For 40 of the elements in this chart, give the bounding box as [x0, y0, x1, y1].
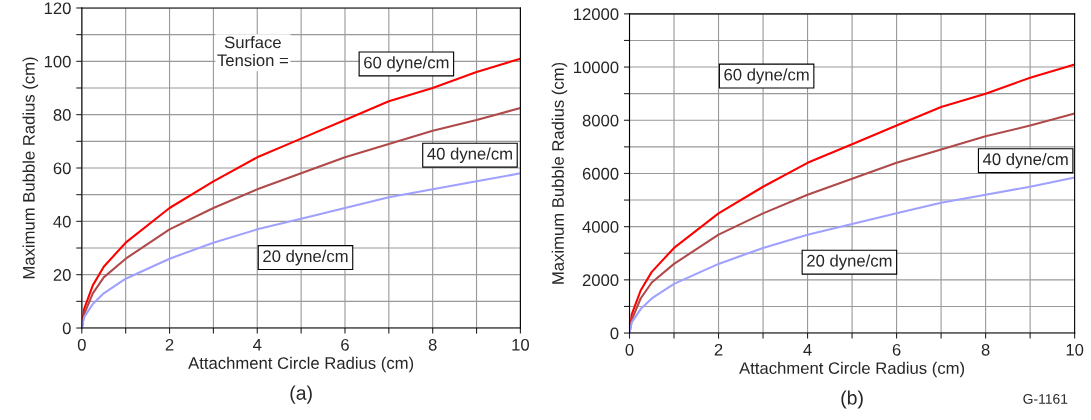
x-tick-label: 4 — [253, 339, 262, 351]
y-tick-label: 20 — [53, 269, 71, 281]
y-tick-label: 8000 — [582, 114, 619, 127]
annotation: 40 dyne/cm — [427, 147, 512, 163]
y-tick-label: 100 — [44, 55, 71, 68]
annotation: 60 dyne/cm — [724, 68, 809, 84]
text: (a) — [290, 385, 312, 404]
x-axis-title: Attachment Circle Radius (cm) — [188, 356, 414, 373]
y-tick-label: 60 — [53, 162, 71, 175]
text: G-1161 — [1023, 393, 1068, 404]
y-tick-label: 4000 — [582, 221, 619, 233]
x-tick-label: 0 — [625, 343, 634, 356]
x-tick-label: 2 — [165, 338, 174, 351]
x-tick-label: 4 — [803, 344, 812, 356]
y-tick-label: 40 — [53, 215, 71, 228]
annotation: 20 dyne/cm — [263, 249, 348, 266]
y-tick-label: 0 — [62, 322, 71, 335]
text: (b) — [841, 390, 863, 409]
x-tick-label: 2 — [714, 343, 723, 356]
x-axis-title: Attachment Circle Radius (cm) — [739, 361, 965, 378]
annotation: Surface Tension = — [217, 36, 288, 67]
x-tick-label: 8 — [428, 338, 437, 351]
x-tick-label: 6 — [341, 338, 349, 351]
annotation: 60 dyne/cm — [364, 56, 449, 72]
y-tick-label: 2000 — [582, 274, 619, 287]
annotation: 20 dyne/cm — [807, 254, 892, 270]
y-axis-title: Maximum Bubble Radius (cm) — [551, 62, 568, 284]
y-tick-label: 80 — [53, 109, 71, 121]
y-tick-label: 12000 — [574, 8, 619, 21]
x-tick-label: 6 — [892, 343, 901, 356]
y-tick-label: 120 — [44, 2, 71, 15]
x-tick-label: 10 — [512, 338, 530, 351]
y-tick-label: 10000 — [574, 61, 619, 74]
x-tick-label: 0 — [77, 338, 86, 351]
y-tick-label: 6000 — [582, 167, 619, 180]
annotation: 40 dyne/cm — [982, 152, 1068, 169]
y-tick-label: 0 — [610, 327, 619, 340]
y-axis-title: Maximum Bubble Radius (cm) — [22, 57, 39, 279]
x-tick-label: 10 — [1066, 343, 1084, 356]
x-tick-label: 8 — [981, 343, 990, 356]
